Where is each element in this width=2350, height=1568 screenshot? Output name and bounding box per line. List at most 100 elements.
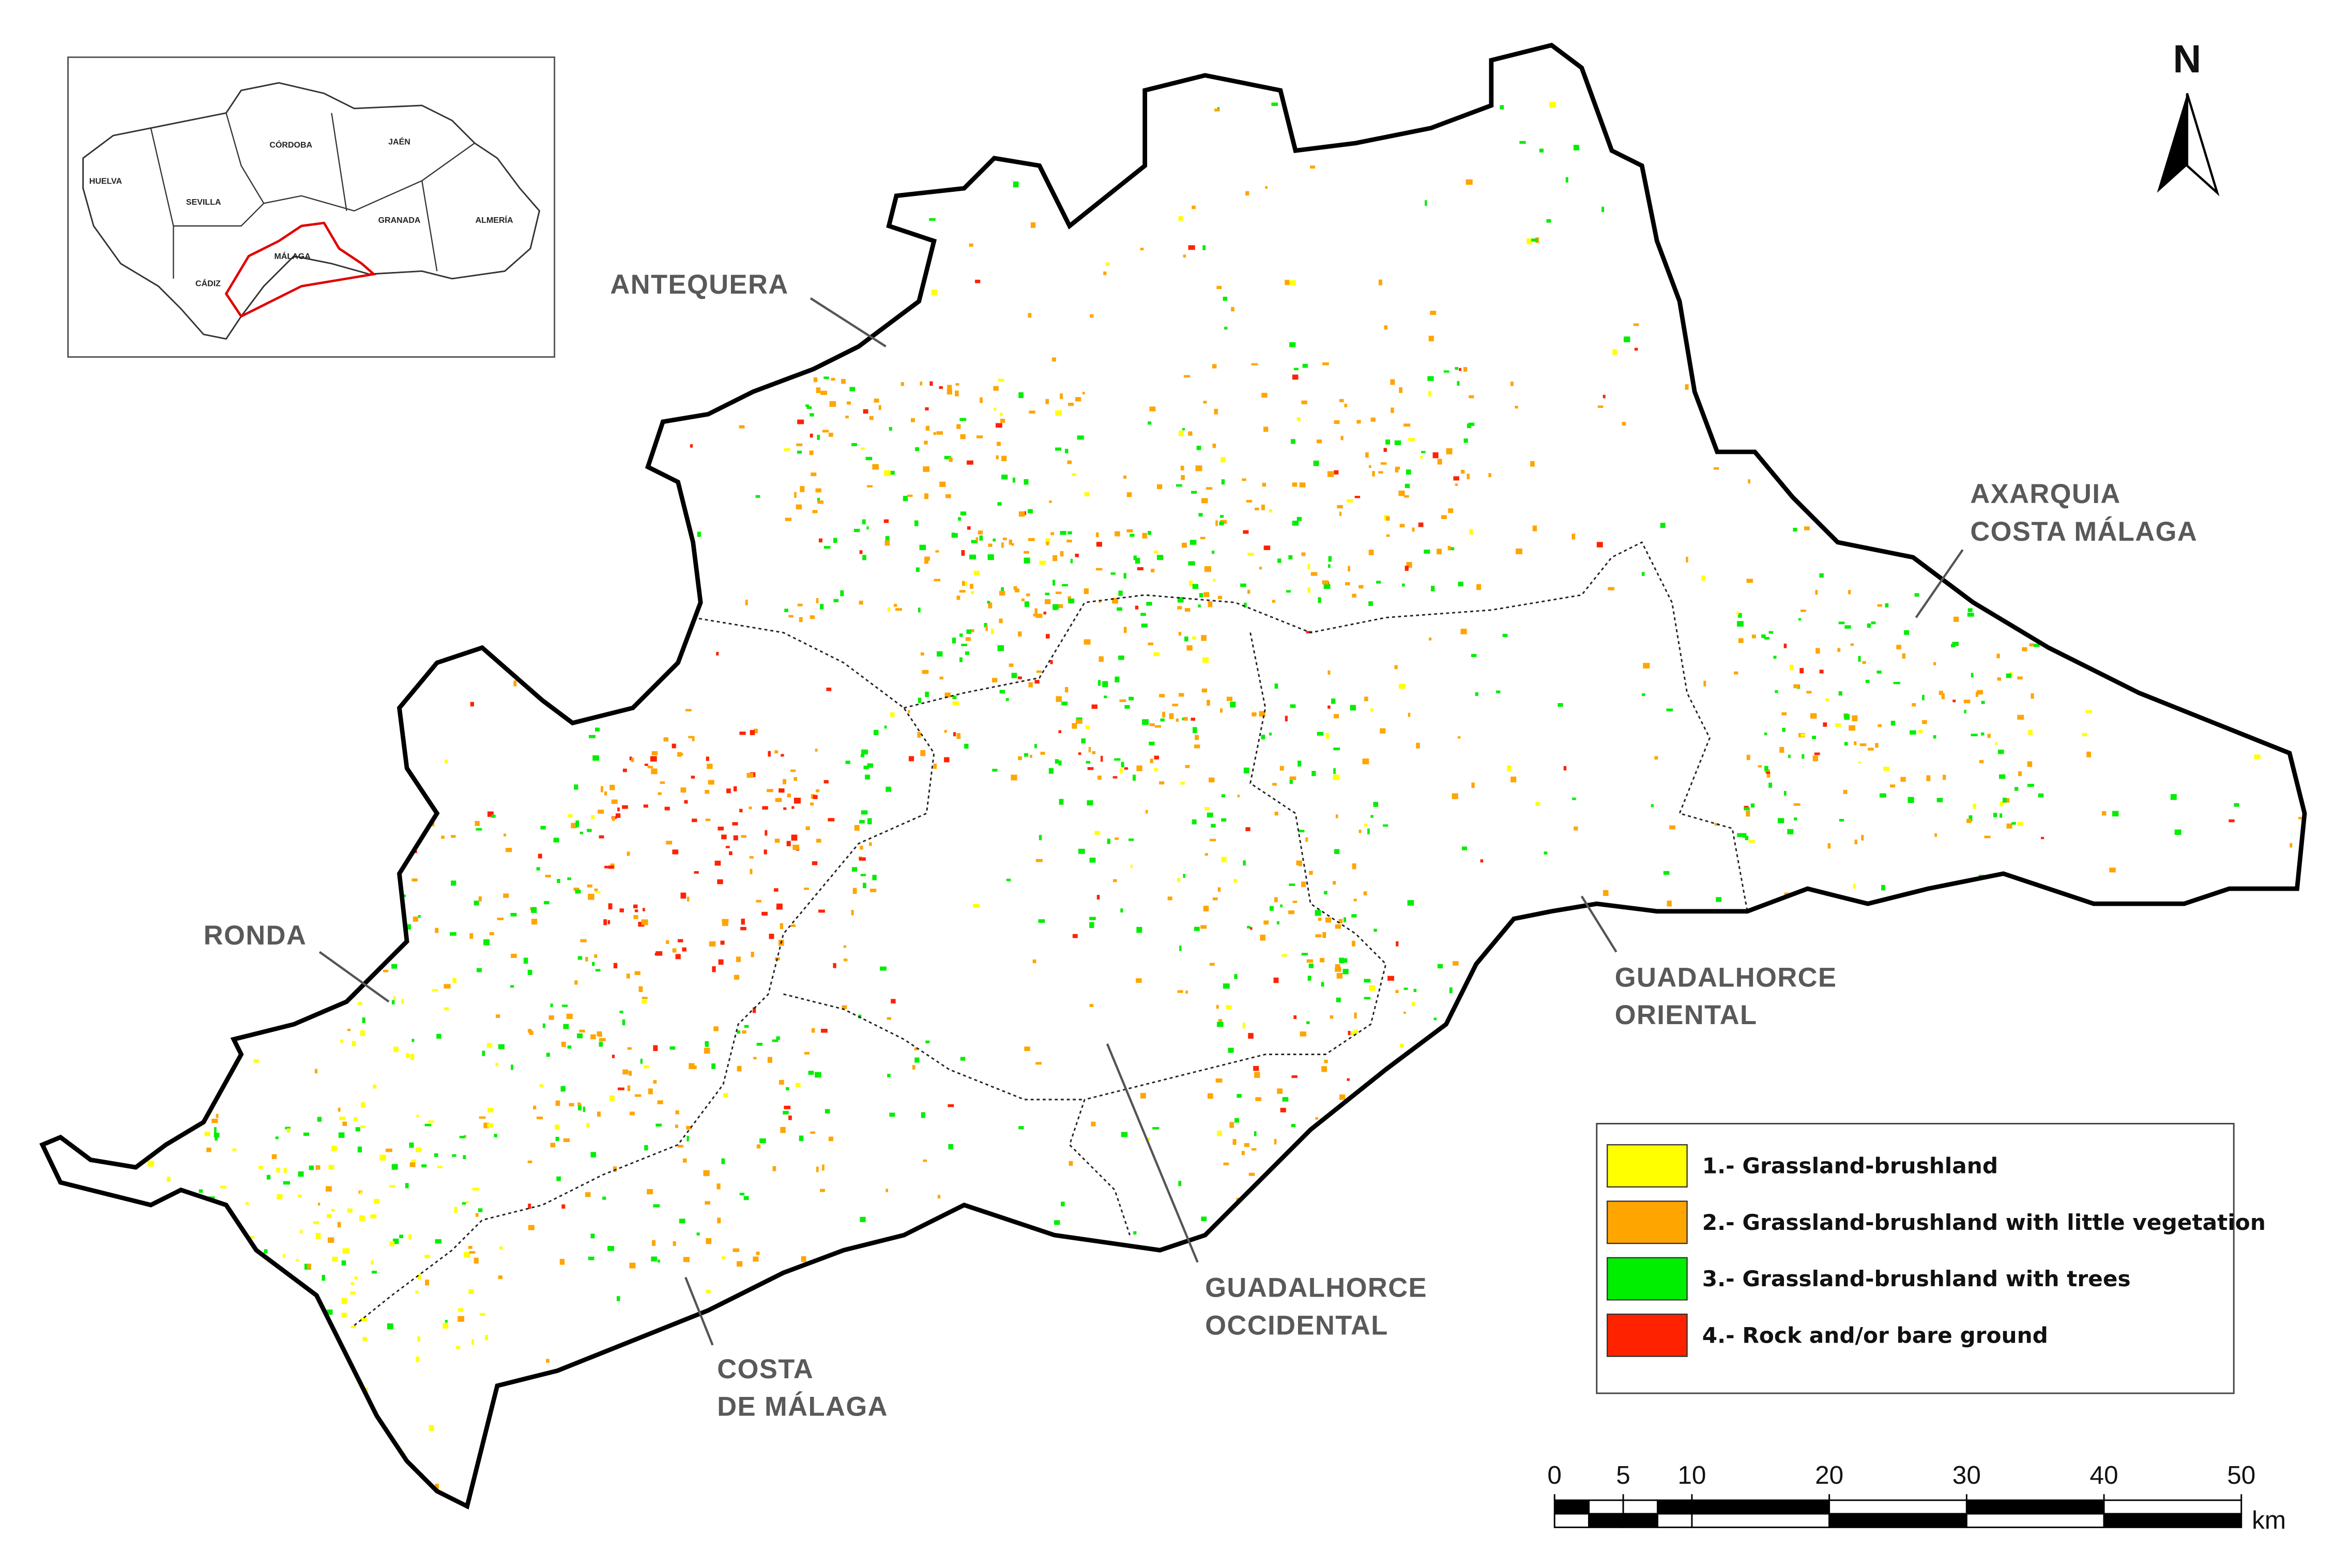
vegetation-patch [910,418,915,422]
vegetation-patch [655,1123,662,1127]
vegetation-patch [2151,1044,2157,1047]
vegetation-patch [1055,759,1059,764]
vegetation-patch [1850,449,1856,455]
vegetation-patch [74,410,79,415]
vegetation-patch [2276,448,2281,451]
vegetation-patch [761,911,768,916]
vegetation-patch [1928,424,1933,428]
vegetation-patch [634,971,640,975]
vegetation-patch [410,1054,415,1060]
vegetation-patch [1827,843,1831,849]
vegetation-patch [1766,773,1771,778]
vegetation-patch [129,1448,133,1452]
vegetation-patch [1844,742,1848,746]
vegetation-patch [985,625,988,631]
vegetation-patch [1178,216,1183,221]
vegetation-patch [801,1256,806,1262]
vegetation-patch [923,1159,927,1162]
vegetation-patch [1337,1163,1341,1169]
vegetation-patch [575,824,579,828]
vegetation-patch [715,235,719,239]
vegetation-patch [1260,934,1266,941]
vegetation-patch [153,422,157,425]
vegetation-patch [1096,568,1103,571]
vegetation-patch [391,964,398,969]
vegetation-patch [359,1215,365,1222]
vegetation-patch [980,397,983,403]
vegetation-patch [933,432,936,435]
vegetation-patch [416,1356,420,1362]
vegetation-patch [1751,352,1754,357]
vegetation-patch [1039,834,1042,841]
vegetation-patch [1443,1155,1449,1161]
vegetation-patch [1128,838,1134,841]
vegetation-patch [1204,566,1211,572]
vegetation-patch [1339,1094,1346,1100]
vegetation-patch [613,963,618,969]
vegetation-patch [517,604,522,609]
vegetation-patch [581,1437,586,1441]
vegetation-patch [265,1313,271,1317]
vegetation-patch [1993,887,2001,890]
vegetation-patch [478,1208,483,1212]
vegetation-patch [263,915,266,920]
vegetation-patch [1250,927,1253,930]
vegetation-patch [2259,631,2266,634]
vegetation-patch [792,844,800,850]
vegetation-patch [1344,404,1348,407]
vegetation-patch [1294,1164,1299,1169]
vegetation-patch [277,1194,283,1200]
vegetation-patch [2169,932,2175,935]
vegetation-patch [1877,604,1882,607]
vegetation-patch [298,1194,302,1198]
vegetation-patch [1126,492,1132,497]
vegetation-patch [2255,1054,2260,1057]
vegetation-patch [1450,1290,1453,1295]
vegetation-patch [2263,416,2269,420]
vegetation-patch [555,1137,559,1141]
vegetation-patch [811,1028,815,1033]
vegetation-patch [717,1217,721,1224]
scale-segment [1622,1499,1658,1515]
vegetation-patch [602,1196,606,1200]
vegetation-patch [952,701,959,705]
vegetation-patch [653,1080,657,1084]
vegetation-patch [1751,634,1756,638]
vegetation-patch [1300,1031,1307,1037]
vegetation-patch [1824,453,1830,458]
vegetation-patch [1398,490,1405,496]
vegetation-patch [1288,555,1293,560]
vegetation-patch [157,1033,163,1036]
vegetation-patch [1251,363,1258,366]
vegetation-patch [1439,1141,1445,1147]
vegetation-patch [1364,979,1371,983]
vegetation-patch [1078,848,1085,854]
vegetation-patch [1510,382,1514,386]
vegetation-patch [264,1443,270,1447]
region-label: ORIENTAL [1615,1000,1758,1030]
vegetation-patch [394,561,400,564]
vegetation-patch [1849,725,1856,731]
vegetation-patch [1089,1004,1094,1007]
vegetation-patch [1322,580,1329,585]
vegetation-patch [660,781,665,784]
vegetation-patch [1220,708,1223,713]
vegetation-patch [1289,780,1293,784]
vegetation-patch [756,1144,761,1149]
vegetation-patch [640,1058,643,1064]
vegetation-patch [1380,1141,1385,1144]
vegetation-patch [651,1256,658,1262]
vegetation-patch [2085,710,2092,713]
vegetation-patch [325,1350,331,1353]
vegetation-patch [743,1196,749,1200]
vegetation-patch [284,1167,287,1173]
vegetation-patch [1180,781,1185,785]
vegetation-patch [95,456,101,461]
vegetation-patch [1217,596,1223,600]
vegetation-patch [362,1337,367,1342]
vegetation-patch [1169,713,1174,719]
vegetation-patch [1072,473,1077,476]
vegetation-patch [2098,1083,2105,1087]
vegetation-patch [1286,590,1291,593]
vegetation-patch [1413,988,1417,992]
